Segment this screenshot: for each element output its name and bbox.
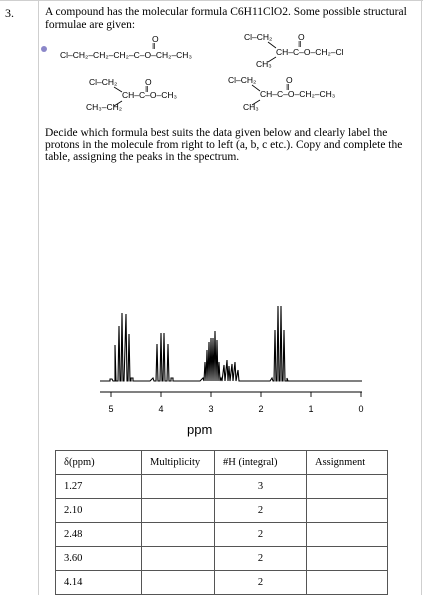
cell-integral: 2 <box>214 546 307 571</box>
tick-label-2: 2 <box>258 404 263 414</box>
s3-top: Cl–CH₂ <box>89 77 117 87</box>
cell-assignment[interactable] <box>306 474 388 499</box>
bullet-icon <box>41 46 47 52</box>
cell-integral: 2 <box>214 498 307 523</box>
cell-shift: 4.14 <box>55 570 142 595</box>
nmr-spectrum: 5 4 3 2 1 0 ppm <box>100 305 364 437</box>
structure-1: O ‖ Cl–CH₂–CH₂–CH₂–C–O–CH₂–CH₃ <box>60 34 192 60</box>
s3-bond-upper <box>113 86 123 93</box>
s3-main: CH–C–O–CH₃ <box>122 90 177 100</box>
s4-double-bond: ‖ <box>286 82 290 92</box>
s3-double-bond: ‖ <box>145 84 149 94</box>
s2-bond-upper <box>267 41 277 49</box>
structure-4: Cl–CH₂ O ‖ CH–C–O–CH₂–CH₃ CH₃ <box>228 75 335 112</box>
s3-oxygen: O <box>145 77 152 87</box>
table-row: 2.10 2 <box>55 498 388 523</box>
cell-multiplicity[interactable] <box>141 474 215 499</box>
s2-double-bond: ‖ <box>298 39 302 49</box>
cell-assignment[interactable] <box>306 498 388 523</box>
s1-oxygen: O <box>152 34 159 44</box>
s4-bottom: CH₃ <box>243 102 259 112</box>
tick-label-1: 1 <box>308 404 313 414</box>
structure-2: Cl–CH₂ O ‖ CH–C–O–CH₂–Cl CH₃ <box>244 32 344 69</box>
cell-assignment[interactable] <box>306 546 388 571</box>
cell-shift: 3.60 <box>55 546 142 571</box>
s2-bond-lower <box>267 56 277 63</box>
s4-main: CH–C–O–CH₂–CH₃ <box>260 89 335 99</box>
table-header-row: δ(ppm) Multiplicity #H (integral) Assign… <box>55 450 388 475</box>
assignment-table: δ(ppm) Multiplicity #H (integral) Assign… <box>55 450 388 595</box>
header-assignment: Assignment <box>306 450 388 475</box>
x-axis-label: ppm <box>187 422 212 437</box>
cell-multiplicity[interactable] <box>141 546 215 571</box>
question-intro: A compound has the molecular formula C6H… <box>45 6 407 31</box>
s1-chain: Cl–CH₂–CH₂–CH₂–C–O–CH₂–CH₃ <box>60 50 192 60</box>
s4-oxygen: O <box>286 75 293 85</box>
tick-label-0: 0 <box>358 404 363 414</box>
s4-bond-lower <box>251 99 261 106</box>
tick-label-3: 3 <box>208 404 213 414</box>
s2-top: Cl–CH₂ <box>244 32 272 42</box>
cell-integral: 2 <box>214 570 307 595</box>
cell-shift: 2.10 <box>55 498 142 523</box>
cell-assignment[interactable] <box>306 522 388 547</box>
table-row: 1.27 3 <box>55 474 388 499</box>
cell-shift: 1.27 <box>55 474 142 499</box>
header-shift: δ(ppm) <box>55 450 142 475</box>
header-integral: #H (integral) <box>214 450 307 475</box>
cell-shift: 2.48 <box>55 522 142 547</box>
question-number: 3. <box>5 6 14 20</box>
table-row: 3.60 2 <box>55 546 388 571</box>
structure-3: Cl–CH₂ O ‖ CH–C–O–CH₃ CH₃–CH₂ <box>86 77 177 112</box>
cell-assignment[interactable] <box>306 570 388 595</box>
cell-multiplicity[interactable] <box>141 570 215 595</box>
table-row: 2.48 2 <box>55 522 388 547</box>
tick-label-4: 4 <box>158 404 163 414</box>
s3-bottom: CH₃–CH₂ <box>86 102 122 112</box>
s2-bottom: CH₃ <box>256 59 272 69</box>
s2-main: CH–C–O–CH₂–Cl <box>276 47 344 57</box>
s3-bond-lower <box>113 100 123 107</box>
s1-double-bond: ‖ <box>152 41 156 51</box>
header-multiplicity: Multiplicity <box>141 450 215 475</box>
s2-oxygen: O <box>298 32 305 42</box>
cell-integral: 2 <box>214 522 307 547</box>
structural-formulae: O ‖ Cl–CH₂–CH₂–CH₂–C–O–CH₂–CH₃ Cl–CH₂ O … <box>60 32 344 112</box>
question-frame <box>38 1 422 595</box>
tick-label-5: 5 <box>108 404 113 414</box>
spectrum-trace <box>100 305 362 382</box>
question-instructions: Decide which formula best suits the data… <box>45 127 403 163</box>
s4-bond-upper <box>251 84 261 92</box>
s4-top: Cl–CH₂ <box>228 75 256 85</box>
top-rule <box>0 0 423 1</box>
cell-multiplicity[interactable] <box>141 498 215 523</box>
table-row: 4.14 2 <box>55 570 388 595</box>
cell-integral: 3 <box>214 474 307 499</box>
cell-multiplicity[interactable] <box>141 522 215 547</box>
